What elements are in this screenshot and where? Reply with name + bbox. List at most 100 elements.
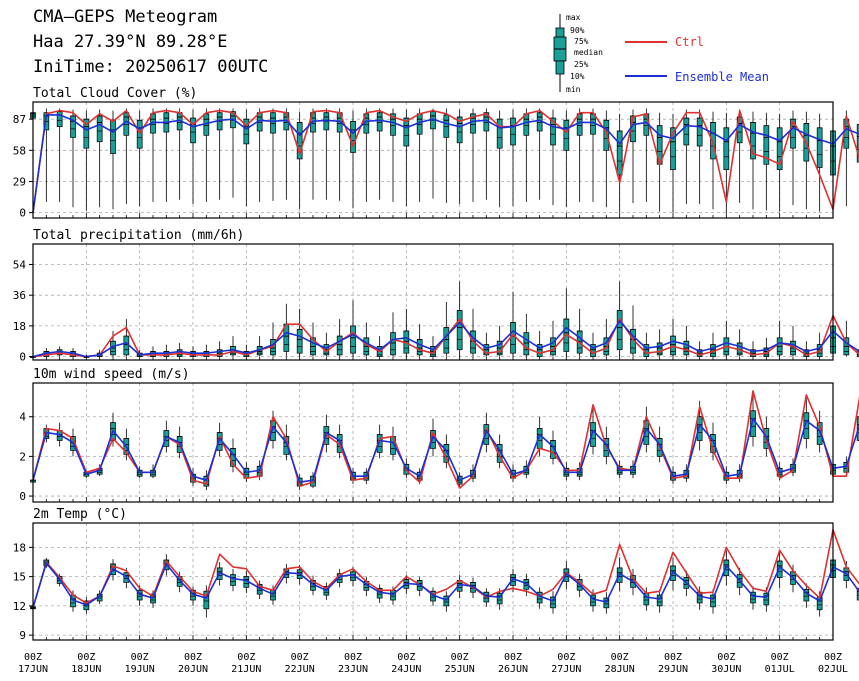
x-tick-label-hour: 00Z <box>131 652 149 663</box>
box-member <box>776 320 783 357</box>
legend-median: median <box>574 48 603 57</box>
box-member <box>296 111 303 210</box>
box-body <box>523 113 530 136</box>
x-tick-label-date: 22JUN <box>285 664 315 675</box>
box-body <box>123 112 130 136</box>
box-member <box>456 109 463 205</box>
box-member <box>390 108 396 202</box>
box-member <box>643 108 650 202</box>
legend-box-glyph <box>553 14 567 92</box>
box-member <box>403 308 410 357</box>
box-body <box>510 117 516 146</box>
box-member <box>443 302 450 357</box>
ctrl-line <box>32 390 859 489</box>
y-tick-label: 0 <box>19 207 26 220</box>
x-tick-label-date: 28JUN <box>605 664 635 675</box>
box-member <box>136 110 143 207</box>
legend-p25: 25% <box>574 60 589 69</box>
box-member <box>270 322 276 357</box>
box-member <box>536 108 543 200</box>
box-member <box>856 124 859 163</box>
box-member <box>283 303 290 357</box>
y-tick-label: 29 <box>13 175 26 188</box>
box-member <box>470 308 476 357</box>
ensemble-mean-line <box>32 114 859 213</box>
panel-1: Total Cloud Cover (%) 0 29 58 87 <box>13 86 859 220</box>
box-body <box>616 310 623 351</box>
box-body <box>443 327 450 354</box>
box-body <box>390 332 396 356</box>
box-body <box>443 114 450 138</box>
box-body <box>696 117 703 147</box>
box-member <box>803 111 810 210</box>
x-tick-label-date: 20JUN <box>178 664 208 675</box>
box-member <box>390 312 396 357</box>
x-tick-label-date: 01JUL <box>765 664 795 675</box>
legend: max 90% 75% median 25% 10% min Ctrl Ense… <box>553 13 769 94</box>
x-tick-label-hour: 00Z <box>771 652 789 663</box>
box-member <box>656 589 663 613</box>
box-member <box>110 110 116 210</box>
box-member <box>216 108 223 200</box>
box-member <box>523 108 530 202</box>
box-member <box>256 108 263 202</box>
box-body <box>816 127 823 168</box>
box-member <box>710 589 716 614</box>
x-tick-label-date: 02JUL <box>818 664 848 675</box>
box-body <box>350 120 356 153</box>
x-tick-label-hour: 00Z <box>557 652 575 663</box>
x-tick-label-hour: 00Z <box>184 652 202 663</box>
ctrl-line <box>32 528 859 609</box>
box-member <box>123 319 130 357</box>
box-member <box>230 568 236 592</box>
box-body <box>576 113 583 136</box>
box-member <box>790 325 796 357</box>
panel-frame <box>32 522 834 641</box>
box-body <box>856 587 859 601</box>
box-member <box>350 110 356 209</box>
x-tick-label-date: 25JUN <box>445 664 475 675</box>
box-member <box>550 109 556 206</box>
box-member <box>176 342 183 357</box>
legend-max: max <box>566 13 581 22</box>
x-tick-label-date: 18JUN <box>71 664 101 675</box>
box-member <box>230 336 236 357</box>
ensemble-mean-line <box>32 562 859 609</box>
legend-p75: 75% <box>574 37 589 46</box>
box-member <box>323 108 330 200</box>
box-member <box>523 313 530 357</box>
box-body <box>390 589 396 601</box>
panel-4: 2m Temp (°C) 9 12 15 18 <box>13 507 859 642</box>
y-tick-label: 18 <box>13 320 26 333</box>
y-tick-label: 9 <box>19 629 26 642</box>
box-member <box>96 109 103 208</box>
y-tick-label: 4 <box>19 411 26 424</box>
box-member <box>83 110 90 211</box>
box-member <box>563 110 570 208</box>
box-member <box>603 592 610 614</box>
box-member <box>350 300 356 357</box>
x-tick-label-date: 30JUN <box>711 664 741 675</box>
x-tick-label-date: 23JUN <box>338 664 368 675</box>
box-body <box>416 113 423 135</box>
y-tick-label: 54 <box>13 258 27 271</box>
box-member <box>790 110 796 206</box>
box-member <box>576 308 583 357</box>
box-body <box>110 119 116 154</box>
box-body <box>456 310 463 351</box>
legend-min: min <box>566 85 581 94</box>
box-body <box>296 328 303 354</box>
ctrl-line <box>32 314 859 358</box>
box-member <box>736 329 743 357</box>
y-tick-label: 2 <box>19 450 26 463</box>
box-body <box>683 117 690 146</box>
box-member <box>376 336 383 357</box>
y-tick-label: 15 <box>13 571 26 584</box>
box-member <box>696 109 703 205</box>
box-body <box>523 332 530 356</box>
box-member <box>750 111 756 210</box>
box-member <box>603 110 610 208</box>
x-tick-label-hour: 00Z <box>397 652 415 663</box>
box-member <box>710 332 716 357</box>
